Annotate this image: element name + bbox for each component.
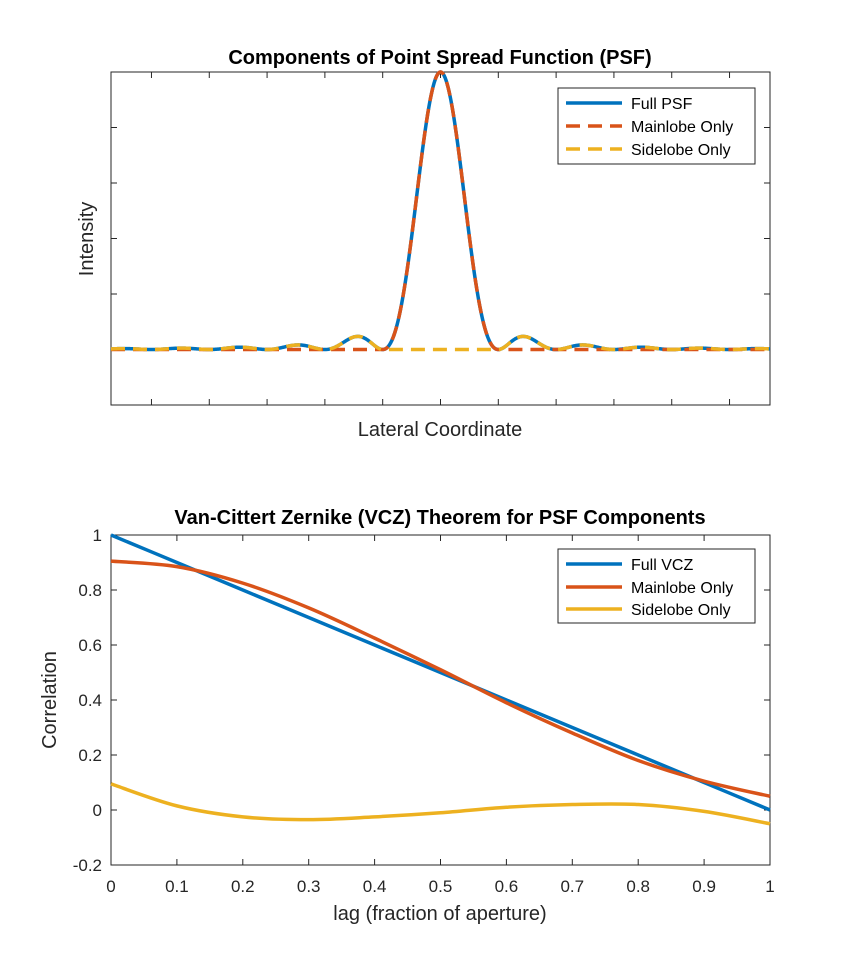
psf-ticks xyxy=(111,71,770,406)
psf-legend-label-full: Full PSF xyxy=(631,96,693,113)
vcz-line-full xyxy=(110,533,771,812)
vcz-ytick-label: 0.6 xyxy=(78,636,102,655)
vcz-legend-label-mainlobe: Mainlobe Only xyxy=(631,580,733,597)
vcz-lines xyxy=(110,533,771,826)
vcz-xtick-label: 0.6 xyxy=(495,877,519,896)
psf-line-sidelobe xyxy=(110,334,771,352)
psf-line-mainlobe xyxy=(110,70,771,352)
psf-chart: Components of Point Spread Function (PSF… xyxy=(76,47,771,441)
vcz-xtick-label: 0.7 xyxy=(560,877,584,896)
vcz-line-sidelobe xyxy=(110,782,771,826)
vcz-ytick-label: 0 xyxy=(93,801,102,820)
vcz-xtick-label: 0.4 xyxy=(363,877,387,896)
vcz-xlabel: lag (fraction of aperture) xyxy=(333,903,546,925)
vcz-ytick-label: -0.2 xyxy=(73,856,102,875)
vcz-xtick-label: 0.2 xyxy=(231,877,255,896)
vcz-legend-label-sidelobe: Sidelobe Only xyxy=(631,602,731,619)
vcz-xtick-label: 0.5 xyxy=(429,877,453,896)
psf-legend-label-mainlobe: Mainlobe Only xyxy=(631,119,733,136)
vcz-xtick-label: 0 xyxy=(106,877,115,896)
vcz-xtick-label: 0.3 xyxy=(297,877,321,896)
vcz-ytick-label: 1 xyxy=(93,526,102,545)
psf-ylabel: Intensity xyxy=(76,202,98,276)
vcz-legend: Full VCZ Mainlobe Only Sidelobe Only xyxy=(557,548,756,624)
vcz-ticks: 0 0.1 0.2 0.3 0.4 0.5 0.6 0.7 0.8 0.9 1-0.200.20.4… xyxy=(73,526,775,896)
vcz-chart: 0 0.1 0.2 0.3 0.4 0.5 0.6 0.7 0.8 0.9 1-0.200.20.4… xyxy=(39,507,775,925)
vcz-ytick-label: 0.2 xyxy=(78,746,102,765)
psf-title: Components of Point Spread Function (PSF… xyxy=(228,47,651,69)
psf-lines xyxy=(110,70,771,352)
vcz-legend-label-full: Full VCZ xyxy=(631,557,693,574)
vcz-xtick-label: 0.8 xyxy=(626,877,650,896)
vcz-title: Van-Cittert Zernike (VCZ) Theorem for PS… xyxy=(174,507,705,529)
vcz-line-mainlobe xyxy=(110,559,771,798)
psf-xlabel: Lateral Coordinate xyxy=(358,419,523,441)
psf-legend-label-sidelobe: Sidelobe Only xyxy=(631,142,731,159)
vcz-xtick-label: 0.1 xyxy=(165,877,189,896)
vcz-ytick-label: 0.8 xyxy=(78,581,102,600)
psf-legend: Full PSF Mainlobe Only Sidelobe Only xyxy=(557,87,756,165)
vcz-xtick-label: 0.9 xyxy=(692,877,716,896)
vcz-xtick-label: 1 xyxy=(765,877,774,896)
vcz-ytick-label: 0.4 xyxy=(78,691,102,710)
vcz-ylabel: Correlation xyxy=(39,651,61,749)
